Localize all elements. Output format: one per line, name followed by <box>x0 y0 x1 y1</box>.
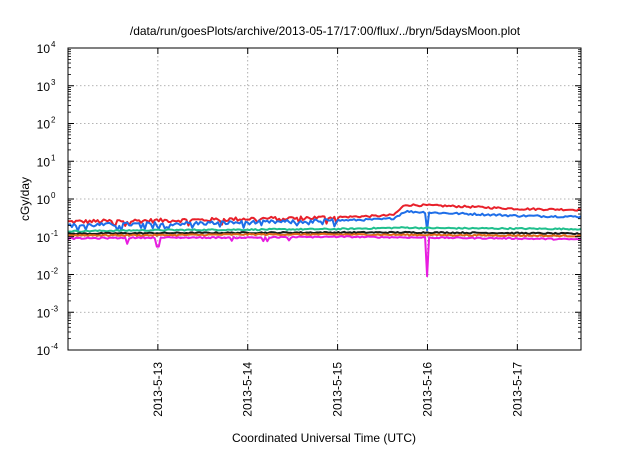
y-tick-label: 10 <box>37 269 51 283</box>
y-tick-exponent: 0 <box>51 191 56 200</box>
y-tick-exponent: 2 <box>51 116 56 125</box>
x-axis-label: Coordinated Universal Time (UTC) <box>232 431 416 445</box>
grid <box>68 48 581 350</box>
y-tick-label: 10 <box>37 193 51 207</box>
y-tick-label: 10 <box>37 306 51 320</box>
y-tick-label: 10 <box>37 344 51 358</box>
y-axis-label: cGy/day <box>18 177 32 221</box>
y-tick-exponent: 1 <box>51 153 56 162</box>
x-tick-label: 2013-5-13 <box>151 362 165 417</box>
y-tick-label: 10 <box>37 42 51 56</box>
series-line-1 <box>67 209 582 232</box>
y-tick-exponent: 4 <box>51 40 56 49</box>
y-tick-exponent: -3 <box>51 304 59 313</box>
y-tick-exponent: -1 <box>51 229 59 238</box>
series-line-0 <box>67 203 582 227</box>
x-tick-label: 2013-5-16 <box>420 362 434 417</box>
x-tick-label: 2013-5-14 <box>241 362 255 417</box>
x-tick-label: 2013-5-17 <box>510 362 524 417</box>
series-line-3 <box>67 230 582 236</box>
series-line-5 <box>67 235 582 278</box>
x-axis: 2013-5-13 2013-5-14 2013-5-15 2013-5-16 2013… <box>151 48 524 417</box>
chart-title: /data/run/goesPlots/archive/2013-05-17/1… <box>130 24 521 38</box>
y-tick-exponent: -4 <box>51 342 59 351</box>
y-tick-label: 10 <box>37 231 51 245</box>
series-layer <box>67 203 582 278</box>
y-tick-label: 10 <box>37 155 51 169</box>
y-tick-exponent: -2 <box>51 267 59 276</box>
y-tick-label: 10 <box>37 80 51 94</box>
series-line-2 <box>67 226 582 233</box>
y-tick-label: 10 <box>37 118 51 132</box>
series-line-4 <box>67 232 582 238</box>
y-tick-exponent: 3 <box>51 78 56 87</box>
x-tick-label: 2013-5-15 <box>331 362 345 417</box>
